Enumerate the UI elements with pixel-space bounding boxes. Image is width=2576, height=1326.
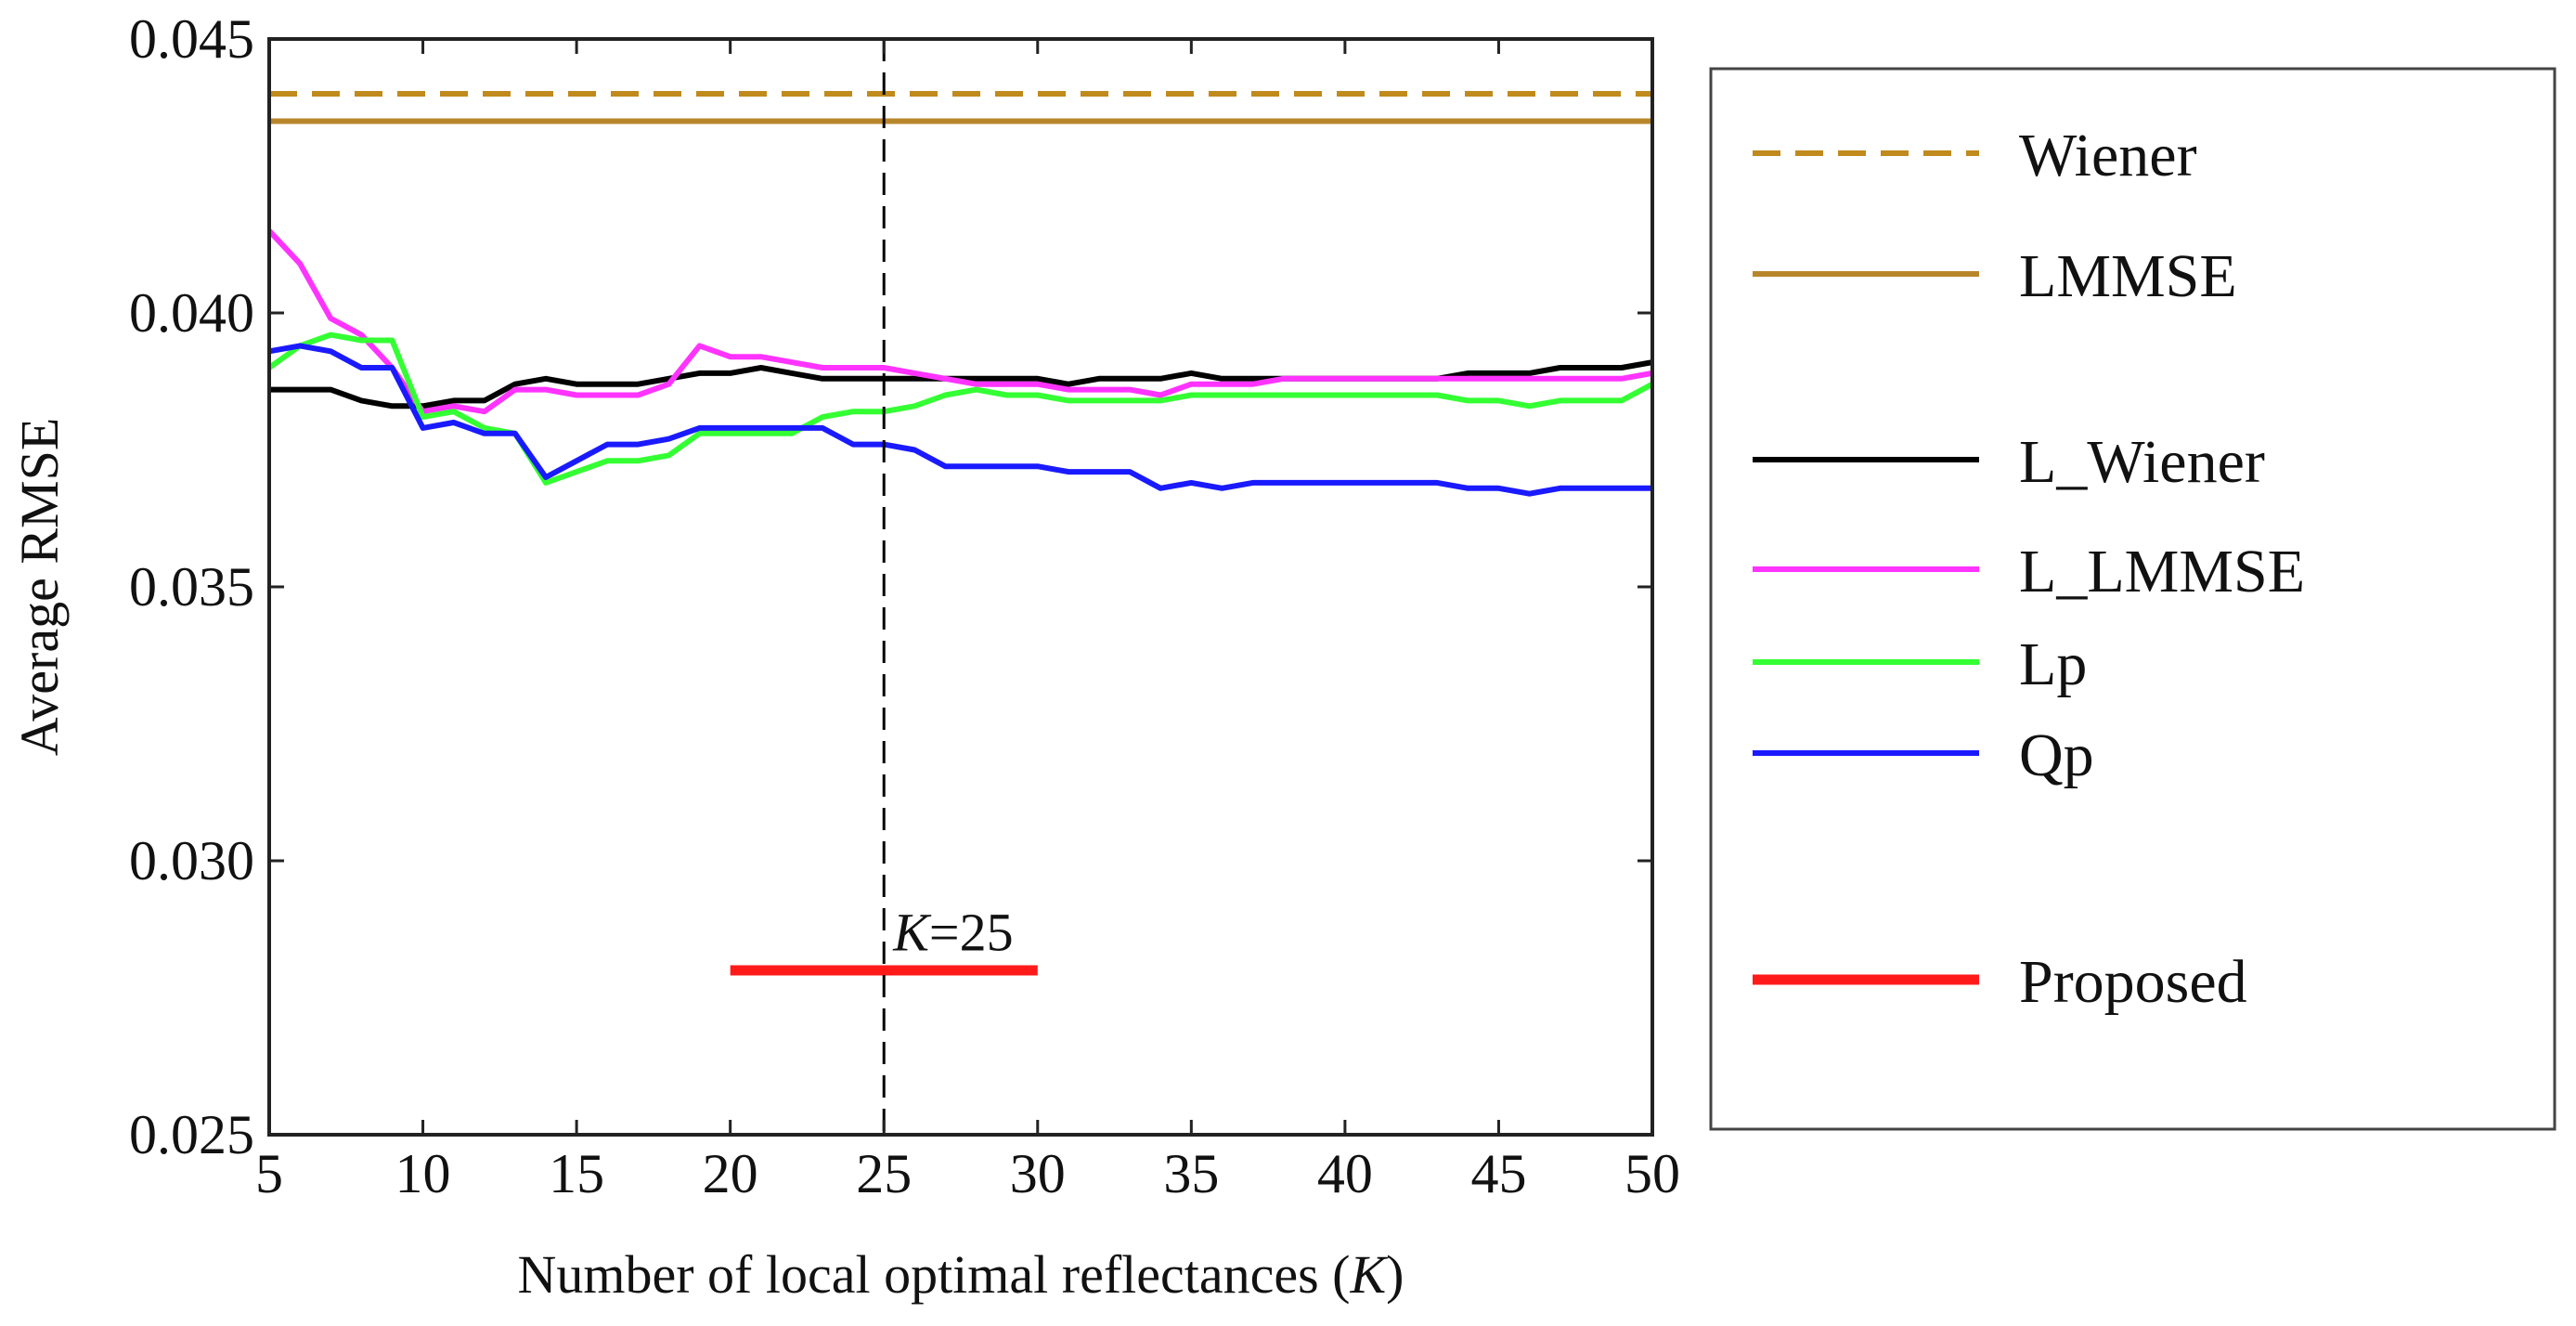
legend-label-wiener: Wiener xyxy=(2019,122,2197,189)
x-tick-label: 25 xyxy=(856,1143,912,1204)
legend-label-lmmse: LMMSE xyxy=(2019,242,2237,310)
x-tick-label: 15 xyxy=(549,1143,604,1204)
y-tick-label: 0.045 xyxy=(129,8,254,70)
legend-label-proposed: Proposed xyxy=(2019,948,2247,1016)
k-annotation: K=25 xyxy=(892,903,1013,963)
legend-label-l-wiener: L_Wiener xyxy=(2019,428,2265,496)
x-axis-label-text: Number of local optimal reflectances ( xyxy=(517,1244,1350,1305)
x-tick-label: 50 xyxy=(1625,1143,1680,1204)
k-annotation-var: K xyxy=(892,903,932,963)
x-tick-label: 40 xyxy=(1317,1143,1373,1204)
x-axis: 5 10 15 20 25 30 35 40 45 50 xyxy=(255,39,1680,1204)
series-line-qp xyxy=(268,343,1652,497)
x-tick-label: 20 xyxy=(703,1143,758,1204)
k-annotation-value: =25 xyxy=(929,903,1014,963)
x-tick-label: 10 xyxy=(395,1143,451,1204)
x-axis-label-var: K xyxy=(1349,1244,1389,1305)
x-tick-label: 5 xyxy=(255,1143,283,1204)
y-tick-label: 0.025 xyxy=(129,1104,254,1165)
legend-box xyxy=(1709,67,2557,1131)
x-axis-label: Number of local optimal reflectances (K) xyxy=(517,1244,1404,1305)
x-axis-label-close: ) xyxy=(1386,1244,1404,1305)
x-tick-label: 30 xyxy=(1010,1143,1066,1204)
y-tick-label: 0.030 xyxy=(129,830,254,891)
legend-label-l-lmmse: L_LMMSE xyxy=(2019,538,2305,605)
x-tick-label: 45 xyxy=(1470,1143,1526,1204)
plot-marks xyxy=(266,39,1654,1135)
y-tick-label: 0.040 xyxy=(129,282,254,344)
series-line-l-lmmse xyxy=(266,228,1653,415)
legend: Wiener LMMSE L_Wiener L_LMMSE Lp Qp Proposed xyxy=(1753,122,2305,1016)
legend-label-qp: Qp xyxy=(2019,722,2094,789)
y-axis-label: Average RMSE xyxy=(9,418,70,757)
x-tick-label: 35 xyxy=(1163,1143,1219,1204)
y-axis: 0.025 0.030 0.035 0.040 0.045 xyxy=(129,8,1652,1165)
y-tick-label: 0.035 xyxy=(129,556,254,618)
legend-label-lp: Lp xyxy=(2019,630,2087,698)
